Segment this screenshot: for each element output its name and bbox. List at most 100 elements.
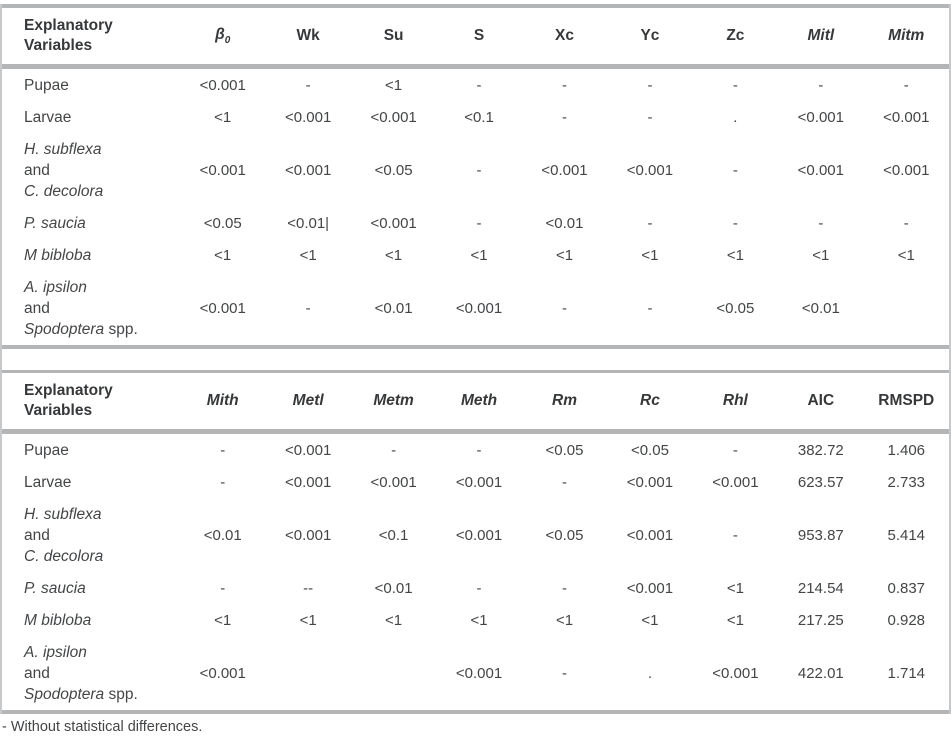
table-cell [864, 303, 949, 314]
table-cell: 5.414 [887, 526, 926, 544]
table-cell: 1.406 [887, 441, 926, 459]
label-text: spp. [104, 685, 138, 703]
table-cell: - [561, 299, 567, 317]
table-cell: - [476, 441, 482, 459]
row-label-line: M bibloba [24, 610, 180, 631]
table-cell: <1 [897, 246, 915, 264]
table-cell: - [561, 664, 567, 682]
table-cell: <1 [214, 611, 232, 629]
header-row: Explanatory Variables Mith Metl Metm Meth Rm Rc… [2, 373, 949, 434]
label-text: spp. [104, 320, 138, 338]
label-text: H. subflexa [24, 505, 102, 523]
table-row: Larvae <1 <0.001 <0.001 <0.1 - -. <0.001 <0.001 [2, 101, 949, 133]
table-cell: <0.001 [199, 161, 246, 179]
column-header: RMSPD [878, 392, 935, 409]
row-label-line: Pupae [24, 440, 180, 461]
anova-table-1: Explanatory Variables β0 Wk Su S Xc Yc Zc Mitl Mit… [2, 4, 949, 349]
row-label-line: and [24, 525, 180, 546]
table-cell: <0.001 [797, 108, 844, 126]
row-label: M bibloba [2, 239, 180, 271]
table-cell: <0.001 [626, 579, 674, 597]
table-cell: - [476, 214, 482, 232]
table-cell: <0.05 [545, 526, 584, 544]
row-label-line: Spodoptera spp. [24, 319, 180, 340]
label-text: A. ipsilon [24, 643, 87, 661]
column-header: Rc [640, 392, 660, 409]
table-cell: <1 [726, 246, 744, 264]
table-cell: <0.001 [626, 526, 674, 544]
column-header: S [473, 27, 485, 44]
column-header: Xc [555, 27, 574, 44]
table-cell: <1 [641, 246, 659, 264]
row-label-line: Spodoptera spp. [24, 684, 180, 705]
row-label-line: C. decolora [24, 546, 180, 567]
tables-gap [2, 349, 949, 370]
column-header: Meth [460, 392, 498, 409]
table-cell: <1 [385, 76, 403, 94]
column-header: Metl [292, 392, 324, 409]
table-cell: - [818, 214, 824, 232]
table-cell: - [732, 76, 738, 94]
table-cell: 214.54 [797, 579, 844, 597]
table-cell: <0.001 [370, 108, 417, 126]
table-cell: <0.001 [455, 473, 503, 491]
table-cell: <0.001 [712, 473, 759, 491]
header-label-line: Explanatory [24, 382, 113, 399]
table-cell: <1 [726, 579, 744, 597]
table-cell: <0.001 [883, 161, 930, 179]
table-cell: <0.001 [370, 214, 417, 232]
table-cell: <0.1 [464, 108, 494, 126]
table-cell: <0.01| [287, 214, 330, 232]
table-cell: - [220, 473, 226, 491]
table-cell: <0.001 [626, 473, 674, 491]
table-cell: <1 [555, 246, 574, 264]
table-cell: - [561, 473, 567, 491]
label-text: and [24, 526, 50, 544]
row-label-line: Larvae [24, 107, 180, 128]
row-label-line: M bibloba [24, 245, 180, 266]
table-row: A. ipsilon and Spodoptera spp. <0.001 <0.001… [2, 636, 949, 710]
table-cell: - [647, 76, 653, 94]
table-cell: - [903, 76, 909, 94]
table-cell: <0.001 [626, 161, 674, 179]
table-cell [351, 668, 436, 679]
label-text: A. ipsilon [24, 278, 87, 296]
table-cell: <0.001 [199, 299, 246, 317]
table-cell: <1 [385, 246, 403, 264]
column-header: Rm [552, 392, 577, 409]
row-label: A. ipsilon and Spodoptera spp. [2, 271, 180, 345]
label-text: and [24, 299, 50, 317]
table-cell: - [732, 161, 738, 179]
table-cell: <0.05 [374, 161, 413, 179]
row-label-line: and [24, 298, 180, 319]
table-row: Pupae - <0.001 - - <0.05 <0.05 - 382.72 1.406 [2, 434, 949, 466]
table-cell: 382.72 [797, 441, 844, 459]
table-cell: - [732, 441, 738, 459]
table-cell: <0.001 [883, 108, 930, 126]
row-label: H. subflexa and C. decolora [2, 133, 180, 207]
table-cell: - [561, 108, 567, 126]
table-cell: - [305, 76, 311, 94]
label-text: Larvae [24, 473, 72, 491]
table-cell: <1 [726, 611, 744, 629]
row-label-line: A. ipsilon [24, 642, 180, 663]
table-cell: <0.001 [455, 664, 503, 682]
table-cell: - [391, 441, 397, 459]
label-text: H. subflexa [24, 140, 102, 158]
table-cell: <0.001 [455, 299, 503, 317]
row-label: Pupae [2, 434, 180, 466]
table-cell: - [732, 214, 738, 232]
row-label-line: P. saucia [24, 213, 180, 234]
row-label-line: H. subflexa [24, 504, 180, 525]
table-row: M bibloba <1 <1 <1 <1 <1 <1 <1 217.25 0.928 [2, 604, 949, 636]
column-header: Mitl [807, 27, 835, 44]
table-cell: - [561, 76, 567, 94]
column-header: Su [383, 27, 404, 44]
table-cell: <0.001 [285, 473, 332, 491]
column-header: Mitm [888, 27, 925, 44]
table-cell: <0.01 [374, 299, 413, 317]
column-header: β0 [215, 25, 231, 47]
row-label-line: and [24, 663, 180, 684]
table-cell: - [476, 76, 482, 94]
table-cell: - [647, 108, 653, 126]
